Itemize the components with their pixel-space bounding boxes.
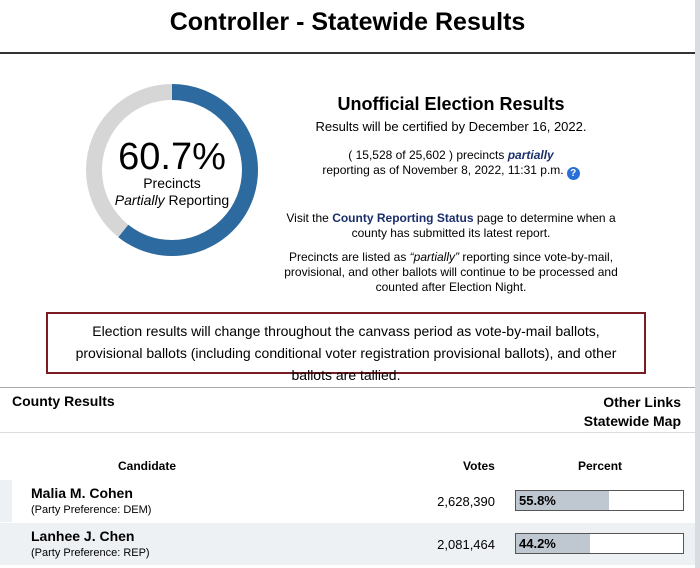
percent-bar-fill: [516, 491, 610, 510]
other-links-link[interactable]: Other Links: [603, 394, 681, 410]
candidate-header: Candidate: [118, 459, 177, 473]
note-suffix: reporting since vote-by-mail, provisiona…: [284, 250, 618, 294]
precincts-label: Precincts: [143, 175, 201, 191]
donut-label: 60.7% Precincts Partially Reporting: [84, 82, 260, 258]
partially-reporting-label: Partially Reporting: [84, 192, 260, 208]
note-partially: “partially”: [409, 250, 459, 264]
reporting-time: reporting as of November 8, 2022, 11:31 …: [322, 163, 564, 177]
donut-progress: [86, 84, 258, 256]
candidate-name: Malia M. Cohen: [31, 485, 133, 501]
header-divider: [0, 52, 695, 54]
help-icon[interactable]: ?: [566, 167, 580, 180]
partially-text: Partially: [114, 192, 165, 208]
precinct-partially: partially: [507, 148, 554, 162]
precinct-count-text: ( 15,528 of 25,602 ) precincts: [348, 148, 508, 162]
percent-value: 55.8%: [519, 493, 556, 508]
row-marker: [0, 480, 12, 522]
partially-note: Precincts are listed as “partially” repo…: [282, 250, 620, 295]
percent-bar: 55.8%: [515, 490, 684, 511]
links-divider: [0, 432, 695, 433]
scrollbar-track[interactable]: [695, 0, 700, 568]
certification-date: Results will be certified by December 16…: [315, 119, 587, 134]
candidate-party: (Party Preference: DEM): [31, 504, 152, 516]
votes-header: Votes: [463, 459, 495, 473]
note-prefix: Precincts are listed as: [288, 250, 410, 264]
precincts-donut-chart: [86, 84, 258, 256]
precinct-count: ( 15,528 of 25,602 ) precincts partially…: [282, 148, 620, 180]
header: Controller - Statewide Results: [0, 0, 695, 52]
candidate-votes: 2,628,390: [437, 494, 495, 509]
percent-value: 44.2%: [519, 536, 556, 551]
percent-bar-fill: [516, 534, 590, 553]
statewide-map-link[interactable]: Statewide Map: [583, 413, 681, 429]
county-results-link[interactable]: County Results: [12, 393, 115, 409]
visit-suffix: page to determine when a county has subm…: [351, 211, 616, 240]
candidate-name: Lanhee J. Chen: [31, 528, 135, 544]
page-title: Controller - Statewide Results: [169, 8, 526, 36]
visit-text: Visit the County Reporting Status page t…: [282, 211, 620, 241]
section-divider: [0, 387, 695, 388]
candidate-party: (Party Preference: REP): [31, 547, 150, 559]
table-row: Lanhee J. Chen (Party Preference: REP) 2…: [0, 523, 695, 565]
reporting-text: Reporting: [164, 192, 230, 208]
visit-prefix: Visit the: [286, 211, 333, 225]
other-links: Other Links Statewide Map: [584, 393, 681, 431]
candidate-votes: 2,081,464: [437, 537, 495, 552]
table-row: Malia M. Cohen (Party Preference: DEM) 2…: [0, 480, 695, 522]
percent-reporting: 60.7%: [118, 136, 226, 178]
percent-bar: 44.2%: [515, 533, 684, 554]
percent-header: Percent: [578, 459, 623, 473]
canvass-notice: Election results will change throughout …: [46, 312, 646, 383]
info-title: Unofficial Election Results: [337, 94, 565, 114]
county-reporting-status-link[interactable]: County Reporting Status: [332, 211, 474, 225]
